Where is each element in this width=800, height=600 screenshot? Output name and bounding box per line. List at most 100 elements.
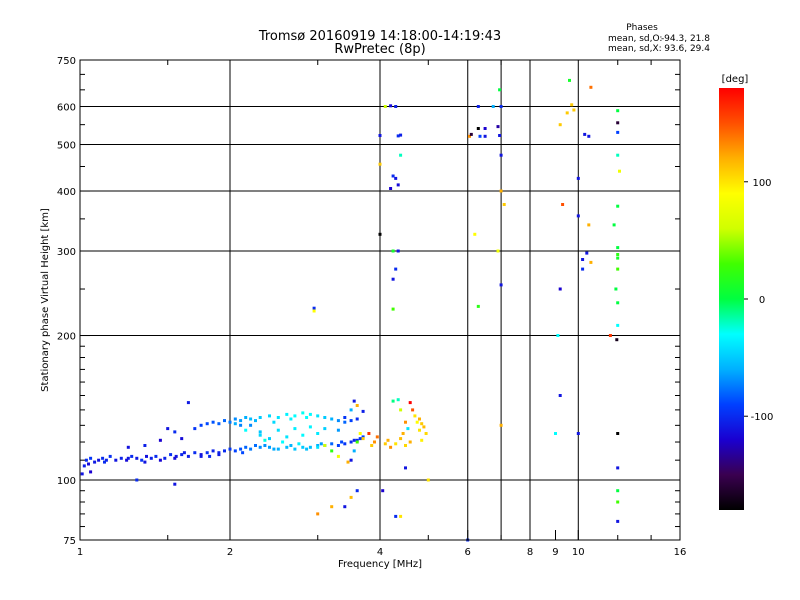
data-point	[483, 127, 487, 130]
data-point	[330, 505, 334, 509]
data-point	[258, 430, 262, 434]
data-point	[180, 437, 184, 441]
data-point	[616, 153, 620, 157]
data-point	[239, 423, 243, 427]
data-point	[330, 417, 334, 421]
data-point	[554, 432, 557, 435]
data-point	[143, 460, 147, 464]
data-point	[336, 444, 340, 447]
data-point	[558, 287, 562, 291]
data-point	[308, 412, 312, 416]
data-point	[418, 428, 421, 432]
data-point	[316, 432, 320, 435]
phase-stats-x-label: mean, sd,X:	[608, 44, 662, 54]
data-point	[93, 460, 97, 464]
data-point	[349, 408, 353, 412]
data-point	[346, 460, 350, 464]
data-point	[496, 125, 500, 129]
colorbar-ticks: 100 0 -100	[744, 178, 773, 423]
data-point	[396, 183, 400, 187]
data-point	[499, 153, 503, 157]
colorbar-gradient	[719, 88, 744, 510]
data-point	[399, 408, 403, 412]
data-point	[158, 438, 162, 442]
data-point	[394, 176, 398, 180]
data-point	[297, 442, 301, 446]
data-point	[276, 447, 280, 451]
data-point	[558, 394, 562, 397]
data-point	[233, 422, 237, 426]
data-point	[352, 438, 356, 442]
data-point	[312, 309, 316, 313]
data-point	[396, 134, 400, 138]
x-tick-label: 6	[465, 547, 471, 558]
data-point	[119, 456, 123, 460]
data-point	[616, 121, 620, 125]
data-point	[355, 440, 359, 444]
data-point	[558, 123, 562, 127]
data-point	[361, 435, 365, 439]
data-point	[499, 423, 503, 427]
colorbar-unit: [deg]	[722, 74, 749, 85]
data-point	[349, 495, 353, 499]
data-point	[126, 445, 130, 449]
data-point	[502, 203, 506, 206]
chart-subtitle: RwPretec (8p)	[334, 42, 425, 57]
data-point	[616, 256, 620, 260]
y-tick-label: 75	[63, 536, 76, 547]
data-point	[205, 422, 209, 426]
data-point	[114, 458, 118, 462]
data-point	[616, 466, 620, 470]
data-point	[373, 440, 376, 444]
data-point	[496, 249, 500, 253]
data-point	[217, 453, 221, 457]
data-point	[268, 437, 271, 441]
data-point	[355, 438, 359, 442]
data-point	[173, 456, 177, 460]
data-point	[616, 204, 620, 208]
data-point	[616, 267, 620, 271]
data-point	[406, 427, 410, 431]
data-point	[343, 420, 347, 424]
data-point	[585, 251, 589, 255]
data-point	[101, 456, 105, 460]
data-point	[616, 109, 620, 113]
data-point	[211, 449, 215, 453]
data-point	[316, 444, 320, 447]
data-point	[343, 505, 347, 509]
data-point	[174, 454, 178, 458]
data-point	[340, 440, 344, 444]
data-point	[394, 442, 398, 446]
data-point	[308, 425, 312, 429]
colorbar-tick-label: 100	[752, 178, 771, 189]
data-point	[576, 176, 580, 180]
y-axis-label: Stationary phase Virtual Height [km]	[40, 208, 51, 392]
data-point	[323, 416, 327, 419]
data-point	[169, 453, 173, 457]
data-point	[378, 134, 382, 137]
data-point	[408, 401, 412, 405]
data-point	[587, 223, 591, 227]
data-point	[370, 444, 374, 447]
data-point	[87, 462, 90, 466]
data-point	[352, 399, 356, 403]
data-point	[244, 428, 248, 432]
data-point	[469, 132, 473, 136]
data-point	[258, 416, 262, 419]
data-point	[499, 283, 503, 287]
data-point	[476, 304, 480, 308]
data-point	[499, 189, 503, 193]
data-point	[361, 409, 365, 413]
data-point	[483, 134, 487, 138]
data-point	[616, 432, 620, 435]
data-point	[404, 420, 407, 424]
y-tick-label: 500	[57, 141, 76, 152]
data-point	[399, 437, 403, 441]
data-point	[401, 432, 405, 435]
data-point	[323, 444, 327, 447]
data-point	[396, 398, 400, 402]
data-point	[358, 437, 362, 441]
data-point	[249, 423, 253, 427]
data-point	[399, 514, 403, 518]
